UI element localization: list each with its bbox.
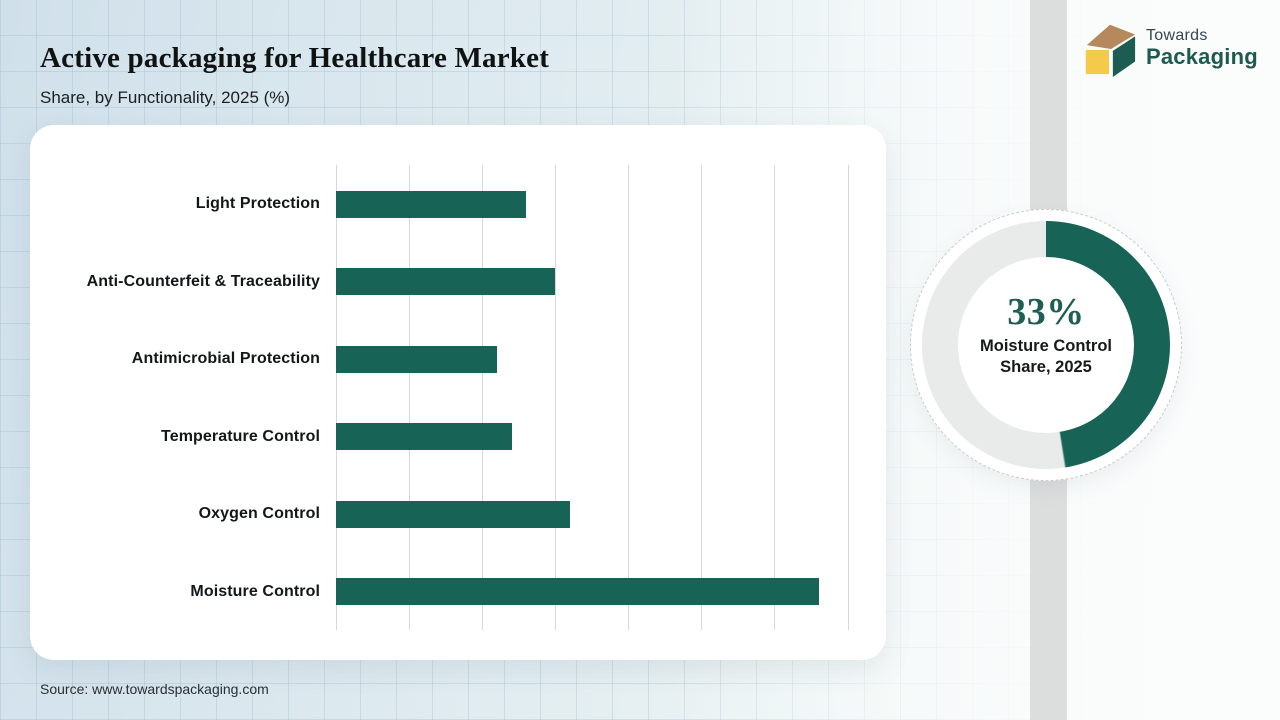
logo-box-icon xyxy=(1085,24,1136,77)
donut-center-text: 33% Moisture Control Share, 2025 xyxy=(910,290,1182,378)
logo-box-front-face xyxy=(1085,49,1109,75)
bar-oxygen-control xyxy=(336,500,571,528)
logo-box-top-face xyxy=(1086,24,1136,49)
gridline xyxy=(554,165,556,630)
gridline xyxy=(774,165,776,630)
page-subtitle: Share, by Functionality, 2025 (%) xyxy=(40,88,291,107)
towards-packaging-logo: Towards Packaging xyxy=(1080,18,1258,78)
category-label: Antimicrobial Protection xyxy=(131,350,320,367)
source-attribution: Source: www.towardspackaging.com xyxy=(40,681,269,697)
category-label: Oxygen Control xyxy=(198,505,320,522)
category-label: Anti-Counterfeit & Traceability xyxy=(86,272,320,290)
plot-area xyxy=(335,165,849,630)
gridline xyxy=(408,165,410,630)
gridline xyxy=(847,165,849,630)
logo-box-side-face xyxy=(1112,36,1136,77)
category-label: Light Protection xyxy=(195,195,320,212)
donut-label-line2: Share, 2025 xyxy=(1000,358,1092,376)
bar-anti-counterfeit-traceability xyxy=(336,268,556,295)
page-title: Active packaging for Healthcare Market xyxy=(40,42,550,74)
donut-ring xyxy=(922,221,1170,469)
gridline xyxy=(335,165,337,630)
gridline xyxy=(628,165,630,630)
donut-label-line1: Moisture Control xyxy=(980,337,1112,355)
bar-moisture-control xyxy=(336,578,819,605)
bar-chart-card: Light Protection Anti-Counterfeit & Trace… xyxy=(30,125,886,660)
category-label: Temperature Control xyxy=(161,427,320,445)
gridline xyxy=(481,165,483,630)
bar-temperature-control xyxy=(336,423,512,450)
donut-value: 33% xyxy=(1007,291,1085,333)
category-label: Moisture Control xyxy=(190,582,320,600)
donut-label: Moisture Control Share, 2025 xyxy=(910,336,1182,378)
logo-text: Towards Packaging xyxy=(1146,27,1258,69)
bar-light-protection xyxy=(336,190,527,218)
logo-line1: Towards xyxy=(1146,27,1208,45)
bar-antimicrobial-protection xyxy=(336,345,497,373)
logo-line2: Packaging xyxy=(1146,43,1258,69)
gridline xyxy=(701,165,703,630)
